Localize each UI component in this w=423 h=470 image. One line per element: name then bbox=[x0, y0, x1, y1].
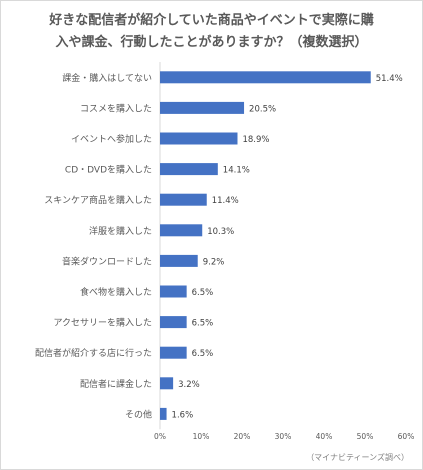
x-tick-label: 0% bbox=[154, 432, 166, 441]
category-label: CD・DVDを購入した bbox=[65, 164, 152, 176]
category-label: その他 bbox=[125, 408, 152, 420]
bar bbox=[160, 101, 245, 114]
category-label: 食べ物を購入した bbox=[80, 286, 152, 298]
category-label: アクセサリーを購入した bbox=[53, 317, 152, 329]
x-tick-label: 20% bbox=[234, 432, 251, 441]
data-label: 14.1% bbox=[223, 166, 250, 176]
data-label: 10.3% bbox=[207, 227, 234, 237]
chart-title: 好きな配信者が紹介していた商品やイベントで実際に購 入や課金、行動したことがあり… bbox=[0, 10, 423, 54]
chart-title-line-2: 入や課金、行動したことがありますか？（複数選択） bbox=[55, 35, 368, 50]
category-label: 配信者に課金した bbox=[80, 378, 152, 390]
x-tick-label: 50% bbox=[357, 432, 374, 441]
category-label: 音楽ダウンロードした bbox=[62, 255, 152, 267]
data-label: 11.4% bbox=[212, 196, 239, 206]
bar bbox=[160, 224, 203, 237]
x-tick-label: 40% bbox=[316, 432, 333, 441]
data-label: 3.2% bbox=[178, 380, 200, 390]
bar bbox=[160, 407, 167, 420]
data-label: 51.4% bbox=[376, 74, 403, 84]
chart-title-line-1: 好きな配信者が紹介していた商品やイベントで実際に購 bbox=[49, 13, 374, 28]
category-label: コスメを購入した bbox=[80, 102, 152, 114]
bar bbox=[160, 285, 187, 298]
bar bbox=[160, 254, 198, 267]
bar bbox=[160, 346, 187, 359]
category-label: 課金・購入はしてない bbox=[62, 72, 152, 84]
data-label: 6.5% bbox=[192, 349, 214, 359]
x-tick-label: 30% bbox=[275, 432, 292, 441]
data-label: 9.2% bbox=[203, 257, 225, 267]
bar bbox=[160, 316, 187, 329]
bar bbox=[160, 71, 371, 84]
source-note: （マイナビティーンズ調べ） bbox=[306, 453, 409, 462]
data-label: 20.5% bbox=[249, 104, 276, 114]
data-label: 6.5% bbox=[192, 319, 214, 329]
bar bbox=[160, 193, 207, 206]
x-tick-label: 60% bbox=[398, 432, 415, 441]
category-label: スキンケア商品を購入した bbox=[44, 194, 152, 206]
bar bbox=[160, 163, 218, 176]
x-tick-label: 10% bbox=[193, 432, 210, 441]
category-label: 配信者が紹介する店に行った bbox=[35, 347, 152, 359]
bar bbox=[160, 132, 238, 145]
data-label: 1.6% bbox=[172, 410, 194, 420]
data-label: 18.9% bbox=[242, 135, 269, 145]
category-label: イベントへ参加した bbox=[71, 133, 152, 145]
data-label: 6.5% bbox=[192, 288, 214, 298]
bar bbox=[160, 377, 174, 390]
category-label: 洋服を購入した bbox=[89, 225, 152, 237]
